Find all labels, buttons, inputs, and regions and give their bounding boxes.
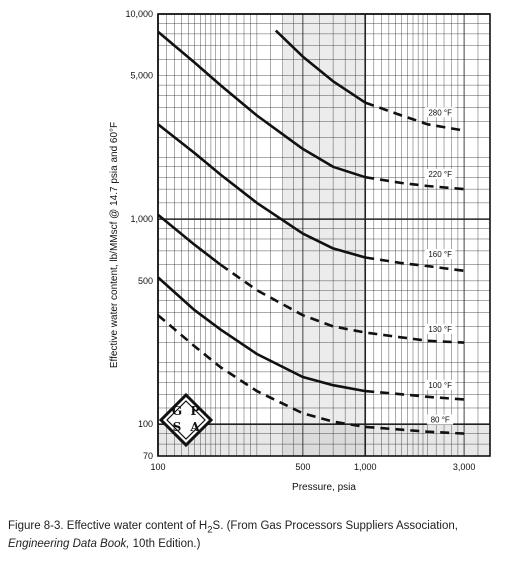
y-tick-label: 500 — [138, 276, 153, 286]
series-line-dashed — [364, 101, 465, 132]
logo-inner-diamond — [166, 400, 206, 440]
series-label: 280 °F — [428, 108, 452, 117]
logo-letter: G — [172, 404, 182, 418]
gpsa-logo: G PS A — [158, 392, 214, 448]
x-tick-label: 100 — [150, 462, 165, 472]
series-line-dashed — [364, 175, 465, 191]
series-line-dashed — [365, 389, 465, 401]
x-tick-label: 1,000 — [354, 462, 377, 472]
grid-band — [158, 424, 490, 456]
series-line-solid — [157, 213, 222, 266]
series-label-bg — [424, 379, 456, 390]
caption-subscript: 2 — [207, 524, 213, 536]
series-label-bg — [424, 323, 456, 334]
figure-caption: Figure 8-3. Effective water content of H… — [8, 519, 503, 551]
series-line-dashed — [157, 314, 465, 435]
y-tick-label: 1,000 — [130, 214, 153, 224]
logo-letter: A — [189, 420, 200, 434]
caption-prefix: Figure 8-3. Effective water content of H — [8, 520, 208, 532]
series-line-solid — [274, 29, 366, 104]
series-label: 100 °F — [428, 381, 452, 390]
series-label-bg — [424, 249, 456, 260]
chart-svg: G PS A 280 °F 220 °F 160 °F 130 °F 100 °F 80 °F… — [109, 9, 491, 493]
caption-suffix: 10th Edition.) — [129, 538, 201, 551]
y-tick-label: 5,000 — [130, 71, 153, 81]
series-line-solid — [157, 30, 366, 179]
logo-diamond — [158, 392, 214, 448]
caption-middle: S. (From Gas Processors Suppliers Associ… — [212, 520, 458, 532]
caption-book-title: Engineering Data Book, — [8, 538, 130, 551]
series-label: 220 °F — [428, 170, 452, 179]
x-tick-label: 500 — [295, 462, 310, 472]
series-label-bg — [424, 169, 456, 180]
y-tick-label: 70 — [143, 451, 153, 461]
plot-frame — [157, 13, 491, 457]
x-axis-title: Pressure, psia — [292, 482, 356, 493]
curves — [157, 29, 465, 435]
y-tick-label: 100 — [138, 419, 153, 429]
axis-titles: Pressure, psia Effective water content, l… — [109, 122, 356, 493]
y-axis-title: Effective water content, lb/MMscf @ 14.7… — [109, 122, 120, 368]
x-tick-label: 3,000 — [453, 462, 476, 472]
series-line-solid — [157, 123, 366, 259]
series-label-bg — [424, 107, 456, 118]
series-label: 130 °F — [428, 325, 452, 334]
curve-labels: 280 °F 220 °F 160 °F 130 °F 100 °F 80 °F — [424, 107, 456, 425]
logo-letter: P — [190, 404, 199, 418]
series-label: 160 °F — [428, 250, 452, 259]
series-line-solid — [157, 276, 366, 393]
logo-letter: S — [173, 420, 182, 434]
y-tick-label: 10,000 — [125, 9, 153, 19]
series-label: 80 °F — [431, 416, 450, 425]
series-line-dashed — [219, 263, 465, 344]
series-line-dashed — [365, 256, 465, 273]
series-label-bg — [427, 414, 454, 425]
